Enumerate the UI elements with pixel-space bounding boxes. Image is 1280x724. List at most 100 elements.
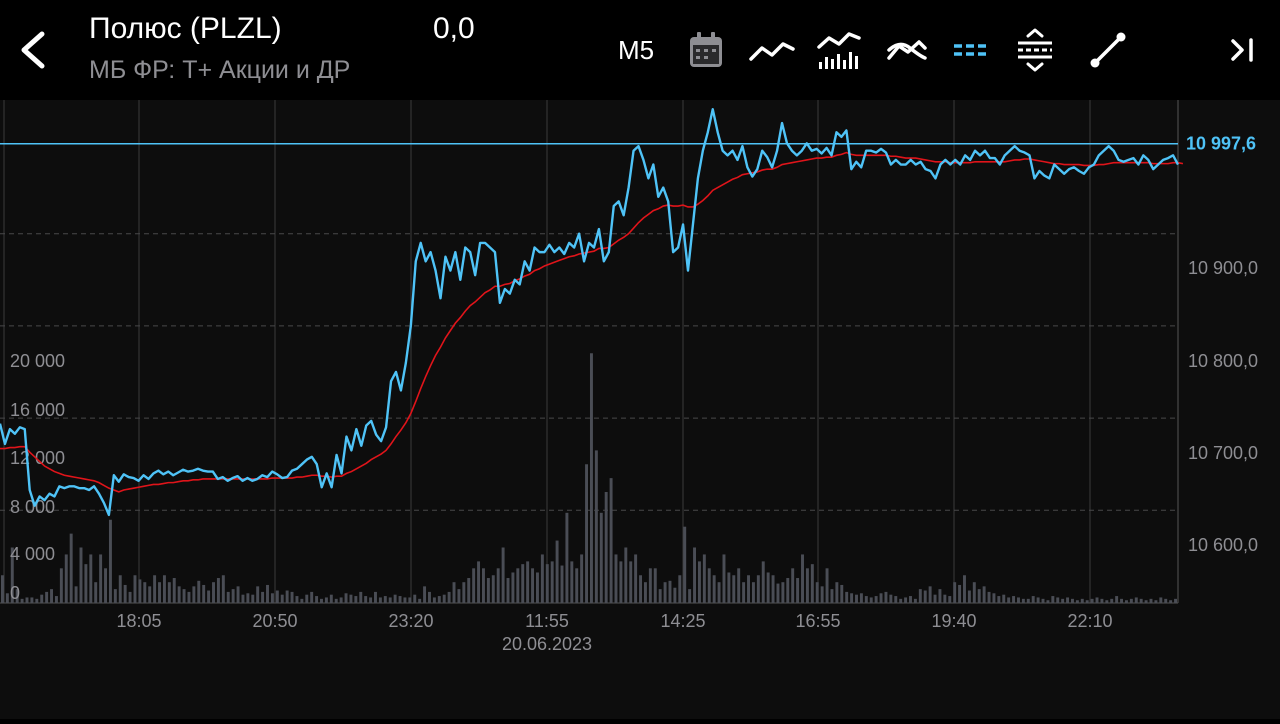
volume-bar [231, 589, 235, 604]
volume-bar [850, 593, 854, 603]
volume-bar [997, 596, 1001, 603]
volume-bar [290, 591, 294, 603]
volume-bar [972, 582, 976, 603]
volume-bar [138, 579, 142, 603]
volume-bar [1036, 597, 1040, 603]
volume-bar [251, 594, 255, 603]
volume-bar [801, 554, 804, 603]
volume-bar [894, 596, 898, 603]
volume-bar [197, 580, 201, 603]
scroll-to-end-button[interactable] [1222, 26, 1262, 74]
volume-bar [334, 598, 338, 603]
volume-bar [604, 492, 608, 603]
time-tick-label: 20:50 [252, 611, 297, 631]
price-chart[interactable]: 20 000 16 000 12 000 8 000 4 000 0 10 90… [0, 100, 1280, 719]
volume-bar [639, 575, 643, 603]
volume-bar [756, 575, 760, 603]
volume-bar [948, 596, 952, 603]
volume-bar [0, 575, 4, 603]
volume-tick-label: 8 000 [10, 497, 55, 517]
back-button[interactable] [14, 28, 54, 72]
volume-bar [153, 575, 157, 603]
volume-bar [354, 596, 358, 603]
volume-bar [830, 589, 834, 604]
volume-bar [658, 589, 662, 604]
price-level-button[interactable] [1012, 26, 1058, 74]
horizontal-line-button[interactable] [950, 26, 994, 74]
volume-bar [388, 597, 392, 603]
volume-bar [825, 568, 829, 603]
volume-bar [359, 591, 363, 603]
volume-bar [791, 568, 795, 603]
price-tick-label: 10 600,0 [1188, 535, 1258, 555]
volume-bar [280, 594, 284, 603]
volume-bar [261, 591, 265, 603]
volume-bar [864, 596, 868, 603]
volume-bars [0, 353, 1178, 604]
volume-bar [535, 572, 539, 603]
volume-bar [369, 597, 373, 603]
volume-bar [634, 554, 638, 603]
volume-bar [275, 590, 279, 603]
trend-line-button[interactable] [1086, 26, 1130, 74]
calendar-button[interactable] [684, 26, 728, 74]
time-axis: 18:05 20:50 23:20 11:55 14:25 16:55 19:4… [116, 611, 1112, 654]
line-chart-icon [749, 42, 795, 61]
volume-bar [938, 589, 942, 604]
volume-chart-button[interactable] [814, 26, 864, 74]
volume-bar [594, 450, 598, 604]
volume-bar [545, 564, 549, 603]
volume-bar [678, 575, 682, 603]
volume-bar [884, 591, 888, 603]
volume-bar [148, 586, 152, 603]
volume-bar [540, 554, 544, 603]
horizontal-dashed-line-icon [954, 44, 990, 56]
volume-bar [349, 594, 353, 603]
date-label: 20.06.2023 [502, 634, 592, 654]
scroll-to-end-icon [1231, 38, 1253, 62]
volume-bar [236, 586, 240, 603]
volume-bar [1021, 598, 1025, 603]
volume-bar [805, 568, 809, 603]
chart-area[interactable]: 20 000 16 000 12 000 8 000 4 000 0 10 90… [0, 100, 1280, 719]
volume-bar [1056, 597, 1060, 603]
volume-bar [707, 568, 711, 603]
volume-bar [74, 586, 78, 603]
volume-bar [619, 561, 623, 604]
volume-bar [226, 591, 230, 603]
volume-bar [1085, 600, 1089, 603]
instrument-title: Полюс (PLZL) [89, 12, 282, 45]
line-chart-button[interactable] [746, 26, 798, 74]
price-tick-label: 10 800,0 [1188, 351, 1258, 371]
volume-bar [89, 554, 93, 603]
volume-bar [442, 594, 446, 603]
indicators-icon [887, 40, 927, 60]
volume-bar [928, 586, 932, 603]
volume-bar [315, 596, 319, 603]
volume-bar [1134, 597, 1138, 603]
current-price-label: 10 997,6 [1186, 134, 1256, 154]
volume-bar [403, 597, 407, 603]
volume-bar [496, 568, 500, 603]
timeframe-button[interactable]: M5 [617, 34, 655, 65]
indicators-button[interactable] [884, 26, 930, 74]
volume-bar [143, 582, 147, 603]
price-tick-label: 10 700,0 [1188, 443, 1258, 463]
volume-bar [693, 547, 696, 603]
time-tick-label: 23:20 [388, 611, 433, 631]
calendar-icon [690, 32, 722, 67]
volume-bar [1002, 594, 1006, 603]
volume-bar [1124, 600, 1128, 603]
volume-bar [918, 589, 922, 604]
price-change: 0,0 [433, 12, 475, 45]
volume-bar [550, 561, 554, 604]
volume-bar [428, 591, 431, 603]
volume-bar [913, 598, 917, 603]
volume-bar [516, 568, 520, 603]
volume-bar [771, 575, 775, 603]
volume-bar [982, 586, 986, 603]
chart-grid [0, 100, 1179, 604]
volume-bar [1071, 598, 1074, 603]
volume-bar [977, 589, 981, 604]
volume-bar [555, 540, 559, 603]
